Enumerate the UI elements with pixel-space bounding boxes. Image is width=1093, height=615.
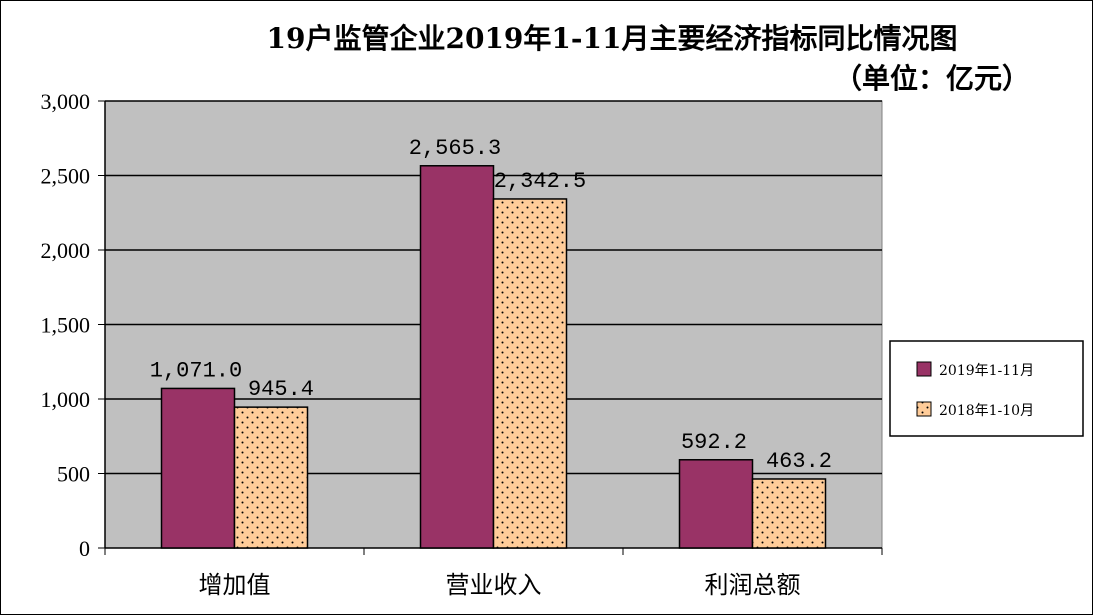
data-label: 1,071.0 [150, 358, 242, 383]
y-tick-label: 1,500 [41, 313, 91, 338]
plot-area: 0 500 1,000 1,500 2,000 2,500 3,000 增加值 1,071.09… [41, 89, 883, 599]
bar [419, 165, 495, 549]
chart-title: 19户监管企业2019年1-11月主要经济指标同比情况图 [267, 22, 958, 55]
y-tick-label: 2,000 [41, 238, 91, 263]
bar [160, 387, 236, 549]
bar [678, 459, 754, 549]
y-tick-label: 3,000 [41, 89, 91, 114]
legend: 2019年1-11月 2018年1-10月 [889, 340, 1084, 437]
bar [492, 198, 568, 549]
y-tick-label: 1,000 [41, 387, 91, 412]
x-category-label: 增加值 [199, 571, 271, 599]
x-category-label: 利润总额 [705, 571, 801, 599]
x-category-label: 营业收入 [446, 571, 542, 599]
legend-swatch [916, 401, 932, 417]
data-label: 592.2 [681, 430, 747, 455]
bar [233, 406, 309, 549]
data-label: 2,342.5 [494, 169, 586, 194]
legend-box [889, 340, 1084, 437]
data-label: 2,565.3 [409, 136, 501, 161]
chart-subtitle: （单位：亿元） [834, 62, 1030, 95]
legend-label: 2018年1-10月 [939, 403, 1034, 419]
y-tick-label: 500 [57, 462, 90, 487]
y-tick-label: 2,500 [41, 164, 91, 189]
bar [751, 478, 827, 549]
data-label: 945.4 [248, 377, 314, 402]
y-tick-label: 0 [79, 536, 90, 561]
legend-label: 2019年1-11月 [939, 363, 1034, 379]
data-label: 463.2 [766, 449, 832, 474]
legend-swatch [916, 361, 932, 377]
